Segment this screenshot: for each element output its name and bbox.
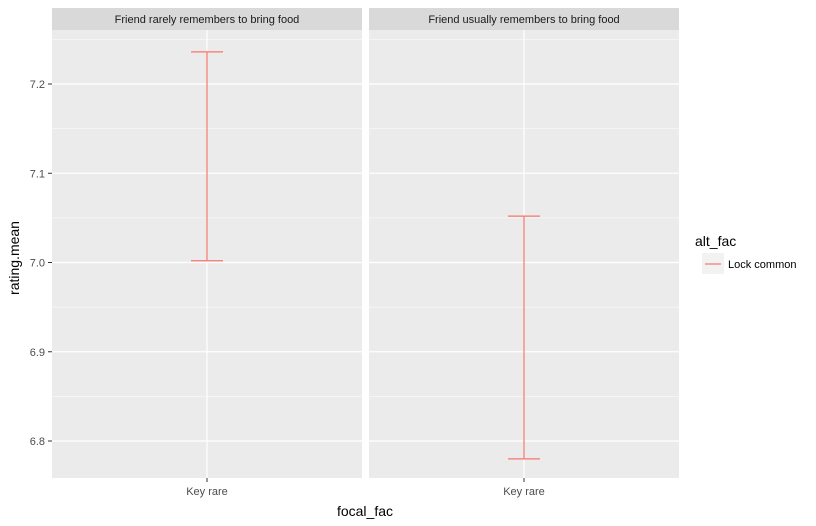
x-tick-label: Key rare [503,486,545,498]
y-tick-label: 7.2 [30,79,45,91]
y-tick-label: 7.0 [30,258,45,270]
y-axis: 6.8 6.9 7.0 7.1 7.2 [30,79,52,448]
legend-title: alt_fac [695,233,736,249]
y-tick-label: 6.8 [30,436,45,448]
facet-strip-label: Friend usually remembers to bring food [428,14,619,26]
facet-panel: Friend rarely remembers to bring food Key… [52,8,362,498]
facet-strip-label: Friend rarely remembers to bring food [115,14,300,26]
facet-panel: Friend usually remembers to bring food Ke… [369,8,679,498]
errorbar [508,215,540,460]
legend: alt_fac Lock common [695,233,796,274]
facet-strip [52,8,362,30]
x-tick-label: Key rare [186,486,228,498]
y-tick-label: 7.1 [30,168,45,180]
y-axis-title: rating.mean [6,221,22,295]
errorbar [191,51,223,262]
facets: Friend rarely remembers to bring food Key… [52,8,679,498]
y-tick-label: 6.9 [30,347,45,359]
x-axis-title: focal_fac [337,503,393,519]
facet-strip [369,8,679,30]
legend-label: Lock common [728,259,796,271]
